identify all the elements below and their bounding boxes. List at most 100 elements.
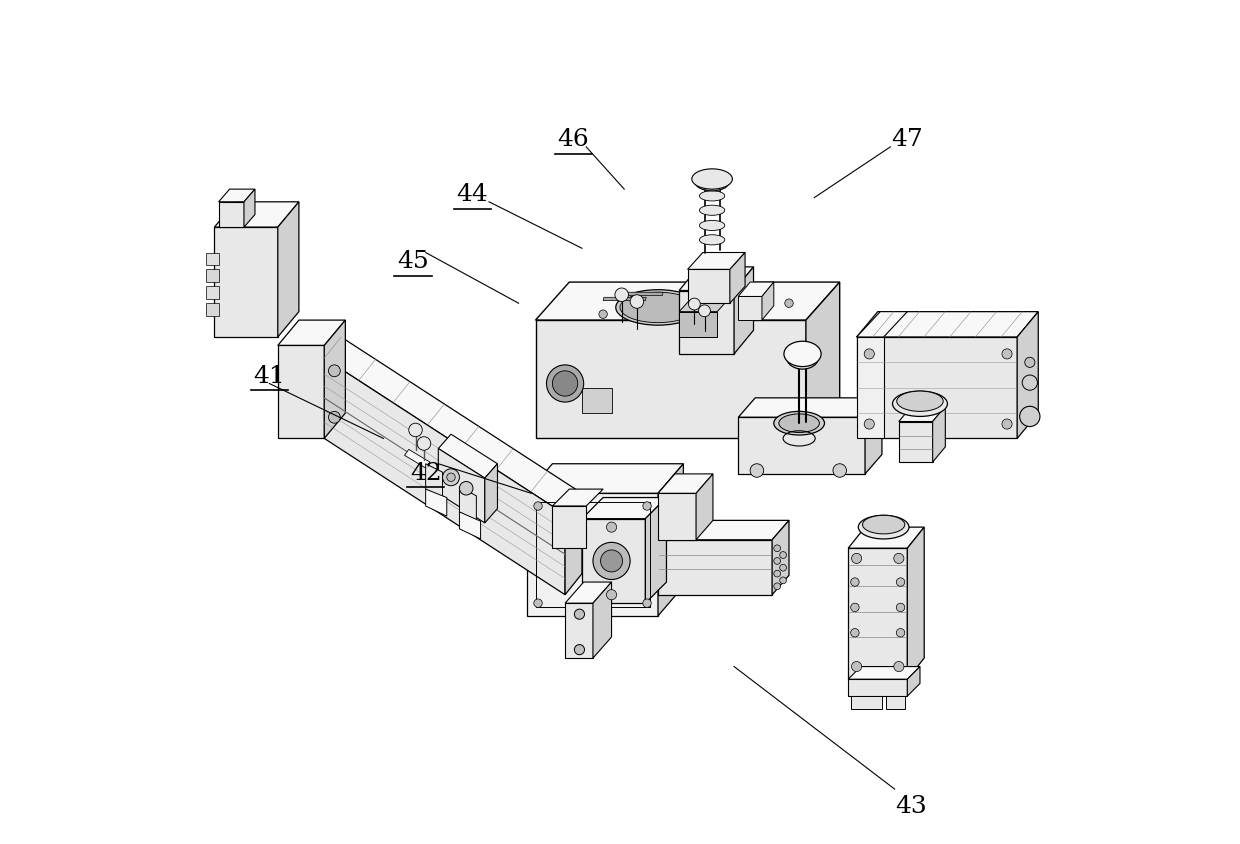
Polygon shape bbox=[932, 407, 945, 463]
Polygon shape bbox=[565, 603, 593, 658]
Polygon shape bbox=[730, 253, 745, 304]
Text: 43: 43 bbox=[895, 794, 928, 818]
Polygon shape bbox=[324, 338, 582, 515]
Circle shape bbox=[533, 599, 542, 608]
Polygon shape bbox=[218, 190, 255, 203]
Polygon shape bbox=[738, 297, 761, 321]
Circle shape bbox=[1002, 349, 1012, 360]
Circle shape bbox=[852, 554, 862, 564]
Circle shape bbox=[894, 554, 904, 564]
Polygon shape bbox=[460, 487, 476, 522]
Polygon shape bbox=[485, 464, 497, 523]
Polygon shape bbox=[866, 398, 882, 474]
Circle shape bbox=[642, 599, 651, 608]
Circle shape bbox=[897, 578, 905, 587]
Circle shape bbox=[780, 577, 786, 584]
Circle shape bbox=[897, 629, 905, 637]
Text: 47: 47 bbox=[892, 127, 923, 151]
Ellipse shape bbox=[699, 192, 724, 202]
Circle shape bbox=[864, 419, 874, 430]
Polygon shape bbox=[908, 667, 920, 696]
Polygon shape bbox=[887, 696, 905, 709]
Polygon shape bbox=[582, 388, 611, 414]
Polygon shape bbox=[552, 506, 587, 549]
Ellipse shape bbox=[897, 392, 944, 412]
Polygon shape bbox=[857, 338, 1017, 439]
Polygon shape bbox=[278, 346, 324, 439]
Ellipse shape bbox=[699, 221, 724, 231]
Polygon shape bbox=[206, 270, 218, 283]
Circle shape bbox=[774, 545, 780, 552]
Polygon shape bbox=[734, 268, 754, 354]
Circle shape bbox=[329, 365, 340, 377]
Polygon shape bbox=[848, 528, 924, 549]
Polygon shape bbox=[244, 190, 255, 228]
Polygon shape bbox=[645, 498, 666, 603]
Ellipse shape bbox=[786, 346, 818, 370]
Ellipse shape bbox=[692, 170, 733, 190]
Text: 44: 44 bbox=[456, 182, 489, 206]
Ellipse shape bbox=[699, 206, 724, 216]
Polygon shape bbox=[215, 203, 299, 228]
Circle shape bbox=[606, 522, 616, 533]
Circle shape bbox=[785, 300, 794, 308]
Polygon shape bbox=[278, 321, 346, 346]
Circle shape bbox=[417, 437, 430, 451]
Circle shape bbox=[851, 603, 859, 612]
Polygon shape bbox=[773, 521, 789, 595]
Polygon shape bbox=[738, 283, 774, 297]
Ellipse shape bbox=[893, 392, 947, 417]
Circle shape bbox=[630, 295, 644, 309]
Polygon shape bbox=[848, 679, 908, 696]
Polygon shape bbox=[425, 490, 446, 517]
Ellipse shape bbox=[774, 412, 825, 436]
Polygon shape bbox=[425, 464, 443, 498]
Circle shape bbox=[547, 365, 584, 403]
Polygon shape bbox=[658, 464, 683, 616]
Text: 45: 45 bbox=[397, 250, 429, 273]
Polygon shape bbox=[527, 494, 658, 616]
Circle shape bbox=[852, 662, 862, 672]
Polygon shape bbox=[899, 422, 932, 463]
Polygon shape bbox=[438, 449, 485, 523]
Polygon shape bbox=[536, 283, 839, 321]
Polygon shape bbox=[738, 418, 866, 474]
Circle shape bbox=[642, 502, 651, 511]
Circle shape bbox=[774, 558, 780, 565]
Circle shape bbox=[894, 662, 904, 672]
Polygon shape bbox=[536, 321, 806, 439]
Polygon shape bbox=[404, 450, 430, 468]
Circle shape bbox=[446, 473, 455, 482]
Ellipse shape bbox=[784, 342, 821, 367]
Polygon shape bbox=[593, 582, 611, 658]
Polygon shape bbox=[696, 474, 713, 540]
Circle shape bbox=[329, 412, 340, 424]
Circle shape bbox=[606, 590, 616, 600]
Polygon shape bbox=[851, 696, 882, 709]
Circle shape bbox=[1022, 376, 1038, 391]
Polygon shape bbox=[438, 435, 497, 479]
Polygon shape bbox=[206, 253, 218, 266]
Circle shape bbox=[1019, 407, 1040, 427]
Circle shape bbox=[750, 464, 764, 478]
Polygon shape bbox=[848, 667, 920, 679]
Polygon shape bbox=[206, 304, 218, 316]
Circle shape bbox=[851, 629, 859, 637]
Polygon shape bbox=[738, 398, 882, 418]
Polygon shape bbox=[278, 203, 299, 338]
Polygon shape bbox=[527, 464, 683, 494]
Polygon shape bbox=[1017, 312, 1038, 439]
Circle shape bbox=[1024, 358, 1035, 368]
Circle shape bbox=[409, 424, 423, 437]
Circle shape bbox=[599, 311, 608, 319]
Polygon shape bbox=[215, 228, 278, 338]
Circle shape bbox=[725, 301, 734, 310]
Polygon shape bbox=[565, 582, 611, 603]
Polygon shape bbox=[857, 338, 884, 439]
Circle shape bbox=[774, 571, 780, 577]
Polygon shape bbox=[324, 359, 565, 595]
Ellipse shape bbox=[858, 516, 909, 539]
Polygon shape bbox=[582, 498, 666, 519]
Polygon shape bbox=[680, 268, 754, 291]
Polygon shape bbox=[658, 521, 789, 540]
